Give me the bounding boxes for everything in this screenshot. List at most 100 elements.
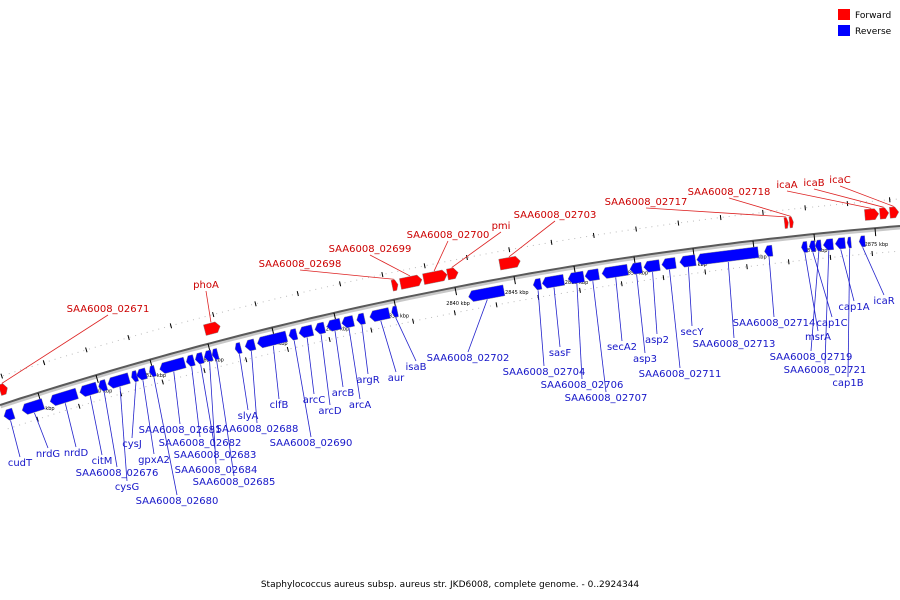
gene-label: SAA6008_02702 — [427, 353, 510, 364]
gene-label: nrdG — [36, 449, 60, 460]
gene-label: SAA6008_02719 — [770, 352, 853, 363]
legend-forward-swatch — [838, 9, 850, 20]
gene-arrow-cysJ[interactable] — [130, 370, 139, 383]
gene-arrow-SAA6008_02704[interactable] — [532, 278, 543, 291]
leader-lines — [1, 185, 894, 496]
gene-label: arcD — [318, 406, 342, 417]
gene-arrow-SAA6008_02681[interactable] — [158, 356, 187, 374]
gene-label: SAA6008_02704 — [503, 367, 586, 378]
gene-arrow-pmi[interactable] — [446, 267, 459, 281]
leader-line — [786, 190, 872, 209]
gene-arrow-SAA6008_02717[interactable] — [783, 217, 789, 229]
gene-arrow-arcC[interactable] — [298, 324, 315, 339]
gene-label: msrA — [805, 332, 831, 343]
gene-arrow-SAA6008_02688[interactable] — [244, 338, 257, 352]
gene-label: aur — [388, 373, 405, 384]
leader-line — [768, 256, 775, 318]
gene-label: SAA6008_02688 — [216, 424, 299, 435]
leader-line — [34, 412, 49, 449]
gene-arrow-SAA6008_02680[interactable] — [148, 365, 157, 378]
gene-arrow-SAA6008_02684[interactable] — [203, 349, 214, 363]
gene-arrow-arcD[interactable] — [314, 321, 327, 335]
gene-arrow-msrA[interactable] — [801, 241, 809, 253]
track-tick — [339, 281, 342, 287]
legend-forward-label: Forward — [855, 11, 891, 21]
gene-arrow-icaR[interactable] — [858, 235, 866, 248]
gene-arrow-icaA[interactable] — [864, 208, 880, 221]
leader-line — [537, 290, 545, 367]
gene-arrow-SAA6008_02719[interactable] — [814, 239, 822, 252]
gene-arrow-secA2[interactable] — [601, 264, 629, 279]
gene-arrow-SAA6008_02685[interactable] — [211, 348, 220, 361]
scale-tick-label: 2840 kbp — [446, 301, 470, 307]
legend-reverse-swatch — [838, 25, 850, 36]
track-tick — [704, 269, 707, 275]
leader-line — [119, 386, 128, 482]
gene-arrow-SAA6008_02682[interactable] — [185, 354, 196, 368]
gene-arrow-citM[interactable] — [78, 381, 99, 398]
track-tick — [719, 214, 722, 221]
gene-arrow-SAA6008_02700[interactable] — [422, 269, 448, 285]
track-tick — [286, 346, 289, 352]
gene-arrow-SAA6008_02698[interactable] — [390, 279, 399, 292]
gene-arrow-gpxA2[interactable] — [135, 367, 148, 381]
gene-arrow-SAA6008_02721[interactable] — [822, 238, 834, 251]
gene-arrow-SAA6008_02683[interactable] — [194, 352, 205, 365]
gene-arrow-asp2[interactable] — [643, 259, 661, 273]
leader-line — [636, 274, 646, 354]
leader-line — [191, 366, 201, 438]
gene-label: SAA6008_02721 — [784, 365, 867, 376]
gene-label: SAA6008_02714 — [733, 318, 816, 329]
gene-label: secY — [681, 327, 705, 338]
gene-arrow-SAA6008_02706[interactable] — [567, 270, 585, 285]
gene-arrow-arcB[interactable] — [326, 318, 342, 332]
gene-arrow-clfB[interactable] — [256, 330, 289, 349]
leader-line — [839, 185, 894, 207]
leader-line — [467, 299, 488, 353]
gene-label: SAA6008_02700 — [407, 230, 490, 241]
track-tick — [36, 416, 39, 422]
gene-arrow-asp3[interactable] — [629, 261, 643, 275]
gene-arrow-icaB[interactable] — [879, 207, 890, 220]
track-tick — [550, 239, 553, 245]
gene-arrow-cap1B[interactable] — [846, 236, 852, 249]
track-tick — [804, 205, 806, 211]
gene-arrow-slyA[interactable] — [234, 342, 243, 355]
gene-arrow-arcA[interactable] — [341, 315, 355, 329]
gene-label: arcC — [303, 395, 326, 406]
gene-arrow-secY[interactable] — [679, 254, 697, 268]
gene-arrow-icaC[interactable] — [889, 206, 900, 219]
gene-arrow-SAA6008_02676[interactable] — [97, 379, 109, 392]
gene-arrow-argR[interactable] — [356, 312, 366, 325]
gene-arrow-SAA6008_02713[interactable] — [696, 246, 760, 266]
gene-arrow-SAA6008_02671[interactable] — [0, 383, 9, 396]
gene-arrow-SAA6008_02699[interactable] — [399, 274, 423, 290]
track-tick — [161, 379, 164, 385]
gene-arrow-SAA6008_02702[interactable] — [467, 284, 506, 302]
track-tick — [508, 247, 511, 253]
gene-label: gpxA2 — [138, 455, 170, 466]
gene-arrow-cudT[interactable] — [2, 407, 16, 422]
gene-arrow-phoA[interactable] — [203, 321, 221, 336]
gene-label: nrdD — [64, 448, 89, 459]
leader-line — [272, 345, 280, 400]
gene-arrow-sasF[interactable] — [541, 274, 565, 289]
gene-label: SAA6008_02707 — [565, 393, 648, 404]
gene-arrow-SAA6008_02714[interactable] — [764, 244, 774, 257]
gene-label: arcB — [332, 388, 355, 399]
gene-label: clfB — [270, 400, 289, 411]
gene-label: slyA — [238, 411, 259, 422]
gene-arrow-SAA6008_02703[interactable] — [498, 256, 522, 271]
gene-arrow-cysG[interactable] — [106, 372, 131, 390]
gene-arrow-cap1A[interactable] — [834, 237, 846, 250]
track-tick — [203, 368, 206, 374]
gene-arrow-nrdD[interactable] — [49, 387, 79, 407]
gene-arrow-SAA6008_02711[interactable] — [661, 257, 677, 270]
gene-arrow-SAA6008_02690[interactable] — [288, 328, 299, 342]
gene-arrow-cap1C[interactable] — [808, 240, 816, 253]
gene-arrow-isaB[interactable] — [390, 305, 399, 318]
gene-arrow-aur[interactable] — [369, 307, 391, 323]
gene-arrow-SAA6008_02718[interactable] — [788, 216, 794, 229]
gene-arrow-SAA6008_02707[interactable] — [584, 268, 600, 282]
gene-arrow-nrdG[interactable] — [20, 398, 45, 416]
